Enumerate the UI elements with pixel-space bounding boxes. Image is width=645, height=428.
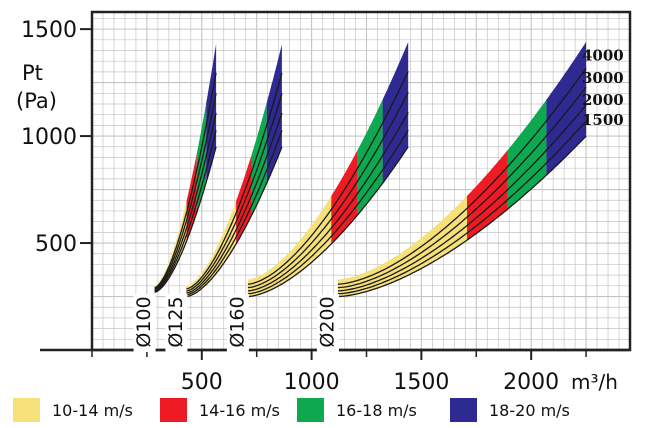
band-4-4 [546, 41, 587, 176]
curve-line [337, 104, 587, 292]
y-tick-label: 500 [35, 232, 77, 257]
y-tick-label: 1000 [21, 125, 77, 150]
curve-line [337, 67, 587, 285]
curve-line [186, 112, 283, 294]
legend: 10-14 m/s 14-16 m/s 16-18 m/s 18-20 m/s [0, 392, 645, 428]
legend-label-3: 16-18 m/s [336, 400, 417, 420]
x-tick-label: 1000 [284, 370, 340, 392]
curve-line [186, 146, 283, 298]
duct-label-bg [165, 294, 188, 352]
band-3-3 [357, 99, 383, 215]
duct-label-4: Ø200 [316, 296, 338, 347]
curve-line [247, 146, 409, 298]
x-axis-unit: m³/h [571, 370, 618, 392]
legend-label-4: 18-20 m/s [489, 400, 570, 420]
chart-labels: 500 1000 1500 2000 m³/h 500 1000 1500 Pt (Pa) Ø100… [16, 18, 624, 392]
curve-line [186, 93, 283, 292]
legend-item-2: 14-16 m/s [160, 398, 280, 422]
curve-line [154, 112, 217, 291]
series-label-4: 1500 [582, 111, 624, 129]
chart-curves [154, 67, 587, 298]
band-4-3 [507, 99, 547, 209]
curve-line [186, 72, 283, 290]
curve-line [154, 93, 217, 290]
duct-label-bg [316, 294, 339, 352]
duct-label-bg [133, 294, 156, 352]
legend-item-1: 10-14 m/s [13, 398, 133, 422]
legend-swatch-3 [297, 398, 324, 422]
series-label-3: 2000 [582, 91, 624, 109]
pressure-flow-chart: 500 1000 1500 2000 m³/h 500 1000 1500 Pt (Pa) Ø100… [16, 10, 632, 392]
curve-line [247, 71, 409, 285]
band-2-4 [266, 44, 282, 184]
curve-line [247, 92, 409, 289]
y-axis-label: Pt [22, 61, 43, 85]
legend-swatch-1 [13, 398, 40, 422]
x-tick-label: 2000 [503, 370, 559, 392]
duct-label-2: Ø125 [165, 296, 187, 347]
band-4-1 [337, 196, 467, 297]
curve-line [337, 120, 587, 295]
series-label-1: 4000 [582, 46, 624, 64]
legend-item-3: 16-18 m/s [297, 398, 417, 422]
curve-line [337, 135, 587, 298]
duct-label-bg [226, 294, 249, 352]
legend-swatch-2 [160, 398, 187, 422]
curve-line [154, 72, 217, 289]
duct-label-1: Ø100 [133, 296, 155, 347]
curve-line [337, 86, 587, 289]
y-tick-label: 1500 [21, 18, 77, 43]
curve-line [247, 111, 409, 292]
curve-line [186, 130, 283, 296]
legend-item-4: 18-20 m/s [450, 398, 570, 422]
curve-line [154, 130, 217, 292]
curve-line [154, 146, 217, 293]
y-axis-unit: (Pa) [16, 89, 57, 113]
series-label-2: 3000 [582, 69, 624, 87]
band-3-1 [247, 196, 332, 297]
x-tick-label: 1500 [393, 370, 449, 392]
band-3-4 [382, 41, 409, 184]
chart-bands [154, 41, 587, 297]
x-tick-label: 500 [181, 370, 223, 392]
legend-label-2: 14-16 m/s [199, 400, 280, 420]
legend-label-1: 10-14 m/s [52, 400, 133, 420]
duct-label-3: Ø160 [226, 296, 248, 347]
curve-line [247, 129, 409, 295]
legend-swatch-4 [450, 398, 477, 422]
